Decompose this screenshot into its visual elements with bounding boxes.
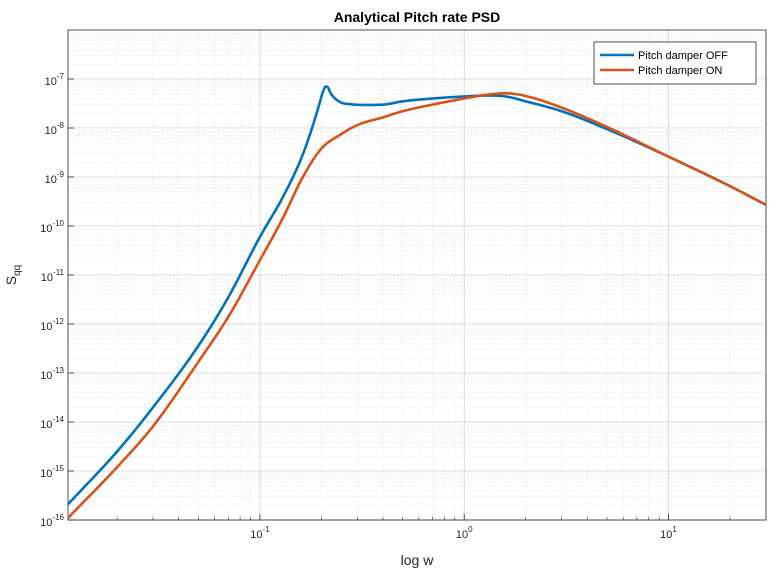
plot-series <box>67 85 767 519</box>
legend[interactable]: Pitch damper OFF Pitch damper ON <box>593 41 757 85</box>
legend-label: Pitch damper OFF <box>638 50 728 62</box>
y-tick-label: 10-8 <box>45 121 65 137</box>
x-tick-base: 10 <box>456 529 468 541</box>
y-tick-base: 10 <box>41 272 53 284</box>
legend-box <box>593 41 757 85</box>
y-tick-exponent: -9 <box>57 170 65 179</box>
y-tick-label: 10-16 <box>40 513 64 529</box>
series-line-pitch-damper-off <box>67 85 767 506</box>
y-tick-base: 10 <box>45 174 57 186</box>
x-tick-base: 10 <box>660 529 672 541</box>
y-tick-label: 10-9 <box>45 170 65 186</box>
y-tick-exponent: -12 <box>52 317 64 326</box>
x-tick-label: 100 <box>456 525 473 541</box>
y-tick-base: 10 <box>40 223 52 235</box>
y-tick-label: 10-10 <box>40 219 64 235</box>
y-tick-base: 10 <box>40 370 52 382</box>
y-tick-exponent: -16 <box>52 513 64 522</box>
x-tick-label: 10-1 <box>250 525 270 541</box>
x-tick-label: 101 <box>660 525 677 541</box>
y-axis-label-subscript: qq <box>12 265 23 276</box>
x-axis-ticks: 10-1 100 101 <box>116 514 731 541</box>
x-tick-exponent: 1 <box>672 525 677 534</box>
x-tick-exponent: -1 <box>262 525 270 534</box>
y-tick-label: 10-7 <box>45 72 65 88</box>
y-tick-label: 10-11 <box>41 268 65 284</box>
y-tick-base: 10 <box>40 468 52 480</box>
legend-label: Pitch damper ON <box>638 65 722 77</box>
y-axis-label: Sqq <box>3 265 23 285</box>
x-tick-base: 10 <box>250 529 262 541</box>
y-tick-label: 10-15 <box>40 464 64 480</box>
y-tick-exponent: -8 <box>57 121 65 130</box>
y-tick-label: 10-12 <box>40 317 64 333</box>
y-tick-exponent: -11 <box>53 268 65 277</box>
x-tick-exponent: 0 <box>468 525 473 534</box>
y-tick-exponent: -10 <box>52 219 64 228</box>
y-tick-base: 10 <box>40 517 52 529</box>
series-line-pitch-damper-on <box>67 92 767 519</box>
y-tick-exponent: -14 <box>52 415 64 424</box>
y-tick-base: 10 <box>40 321 52 333</box>
y-tick-exponent: -7 <box>57 72 65 81</box>
y-tick-base: 10 <box>40 419 52 431</box>
y-tick-exponent: -13 <box>52 366 64 375</box>
y-axis-ticks: 10-1610-1510-1410-1310-1210-1110-1010-91… <box>40 72 74 529</box>
y-tick-label: 10-14 <box>40 415 64 431</box>
x-axis-label: log w <box>401 552 435 568</box>
y-tick-base: 10 <box>45 125 57 137</box>
y-axis-label-main: S <box>3 276 19 285</box>
chart-title: Analytical Pitch rate PSD <box>334 9 501 25</box>
y-tick-exponent: -15 <box>52 464 64 473</box>
y-tick-label: 10-13 <box>40 366 64 382</box>
y-tick-base: 10 <box>45 76 57 88</box>
